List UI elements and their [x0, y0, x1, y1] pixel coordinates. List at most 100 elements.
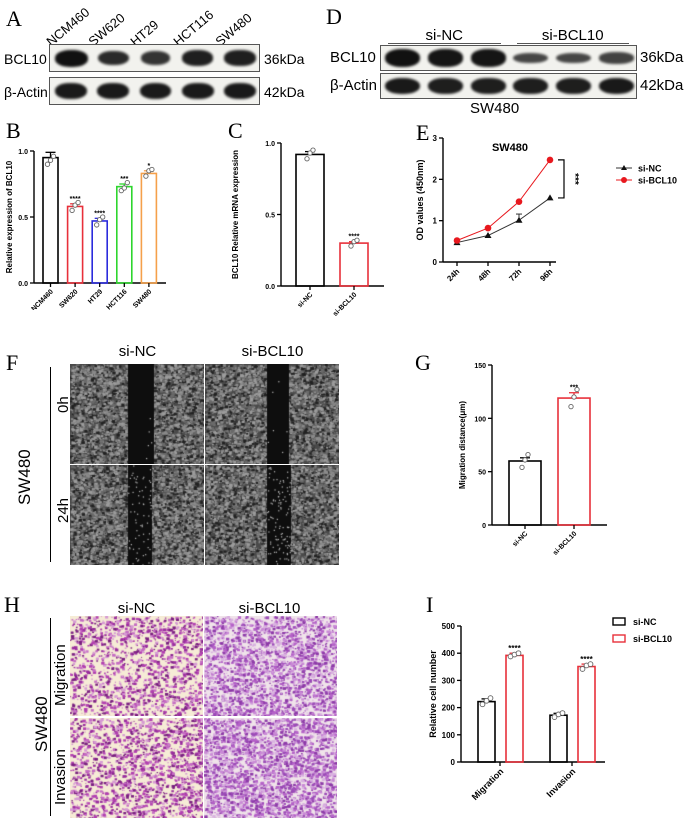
svg-text:***: *** — [569, 173, 580, 185]
svg-text:24h: 24h — [445, 267, 461, 283]
svg-text:Migration distance(μm): Migration distance(μm) — [458, 401, 467, 489]
blot-strip — [49, 44, 260, 72]
svg-text:100: 100 — [474, 416, 486, 423]
wound-image-24h-si-BCL10 — [205, 465, 339, 565]
wound-image-0h-si-BCL10 — [205, 364, 339, 464]
svg-text:*: * — [148, 163, 151, 170]
band — [513, 52, 549, 64]
row-label: Invasion — [52, 749, 69, 805]
band — [140, 51, 171, 65]
svg-text:SW620: SW620 — [58, 288, 79, 309]
svg-text:OD values (450nm): OD values (450nm) — [415, 159, 425, 240]
band — [54, 49, 88, 67]
group-label: si-NC — [425, 27, 464, 44]
band — [427, 77, 463, 95]
wound-image-24h-si-NC — [70, 465, 204, 565]
band — [181, 50, 214, 66]
svg-text:0: 0 — [482, 523, 486, 530]
panel-label-i: I — [426, 592, 434, 617]
transwell-image-Migration-si-NC — [70, 616, 203, 716]
size-label: 36kDa — [640, 49, 684, 66]
svg-text:si-NC: si-NC — [512, 530, 530, 548]
svg-text:500: 500 — [442, 622, 456, 631]
svg-text:100: 100 — [442, 731, 456, 740]
svg-text:***: *** — [120, 176, 128, 183]
panel-label-b: B — [6, 118, 21, 143]
svg-text:400: 400 — [442, 649, 456, 658]
svg-text:0: 0 — [433, 258, 438, 267]
svg-text:si-BCL10: si-BCL10 — [552, 530, 578, 556]
blot-strip — [49, 77, 260, 105]
svg-text:****: **** — [94, 210, 105, 217]
svg-text:50: 50 — [478, 470, 486, 477]
column-label: si-NC — [117, 600, 156, 617]
svg-text:48h: 48h — [476, 267, 492, 283]
band — [427, 49, 463, 67]
svg-text:Relative expression of BCL10: Relative expression of BCL10 — [5, 160, 14, 273]
band — [599, 77, 635, 95]
band — [513, 77, 549, 95]
svg-text:1: 1 — [433, 217, 438, 226]
protein-label: BCL10 — [4, 51, 47, 67]
svg-text:72h: 72h — [507, 267, 523, 283]
svg-text:Migration: Migration — [470, 766, 506, 802]
svg-text:SW480: SW480 — [132, 288, 153, 309]
blot-strip — [380, 45, 637, 71]
group-label: si-BCL10 — [541, 27, 604, 44]
svg-text:HT29: HT29 — [87, 288, 104, 305]
transwell-image-Invasion-si-BCL10 — [204, 718, 337, 818]
panel-label-h: H — [4, 592, 20, 617]
group-underline — [388, 43, 501, 44]
svg-text:NCM460: NCM460 — [30, 288, 55, 310]
svg-text:si-BCL10: si-BCL10 — [332, 291, 358, 317]
band — [384, 49, 420, 67]
svg-text:0: 0 — [451, 758, 456, 767]
protein-label: β-Actin — [330, 77, 377, 94]
chart-e-od-values: SW480 0 1 2 3 OD values (450nm) 24h 48h 72h 96h **… — [415, 134, 677, 283]
svg-text:0.5: 0.5 — [18, 215, 28, 222]
svg-text:300: 300 — [442, 676, 456, 685]
svg-text:Invasion: Invasion — [545, 766, 578, 799]
svg-text:96h: 96h — [538, 267, 554, 283]
svg-text:****: **** — [580, 655, 593, 664]
panel-label-d: D — [326, 4, 342, 29]
svg-text:***: *** — [570, 385, 578, 392]
lane-label: HCT116 — [169, 7, 216, 49]
svg-text:****: **** — [70, 196, 81, 203]
cell-line-label: SW480 — [32, 696, 51, 752]
band — [97, 82, 130, 100]
svg-text:si-NC: si-NC — [633, 617, 657, 627]
band — [470, 77, 506, 95]
svg-text:si-NC: si-NC — [638, 164, 662, 174]
band — [599, 52, 635, 64]
svg-text:1.0: 1.0 — [265, 141, 275, 148]
lane-label: NCM460 — [43, 4, 93, 49]
transwell-image-Migration-si-BCL10 — [204, 616, 337, 716]
svg-text:2: 2 — [433, 175, 438, 184]
size-label: 42kDa — [640, 77, 684, 94]
svg-text:0.0: 0.0 — [265, 284, 275, 291]
svg-text:0.0: 0.0 — [18, 281, 28, 288]
svg-text:3: 3 — [433, 134, 438, 143]
svg-text:si-BCL10: si-BCL10 — [638, 176, 677, 186]
band — [223, 82, 256, 100]
panel-label-f: F — [6, 350, 19, 375]
panel-label-a: A — [6, 6, 22, 31]
chart-c-bcl10-mrna: 0.0 0.5 1.0 BCL10 Relative mRNA expression s… — [231, 141, 384, 318]
svg-text:150: 150 — [474, 363, 486, 370]
svg-text:1.0: 1.0 — [18, 149, 28, 156]
cell-line-label: SW480 — [15, 449, 34, 505]
svg-text:BCL10 Relative mRNA expression: BCL10 Relative mRNA expression — [231, 150, 240, 279]
panel-label-g: G — [415, 350, 431, 375]
panel-label-e: E — [416, 120, 430, 145]
protein-label: BCL10 — [330, 49, 376, 66]
blot-strip — [380, 73, 637, 99]
svg-text:SW480: SW480 — [492, 142, 528, 154]
row-bracket-line — [50, 367, 51, 562]
row-label: Migration — [52, 644, 69, 706]
band — [556, 77, 592, 95]
wound-image-0h-si-NC — [70, 364, 204, 464]
svg-text:200: 200 — [442, 704, 456, 713]
chart-b-bcl10-expression: 0.0 0.5 1.0 Relative expression of BCL10 NCM… — [5, 149, 166, 310]
band — [556, 52, 592, 64]
